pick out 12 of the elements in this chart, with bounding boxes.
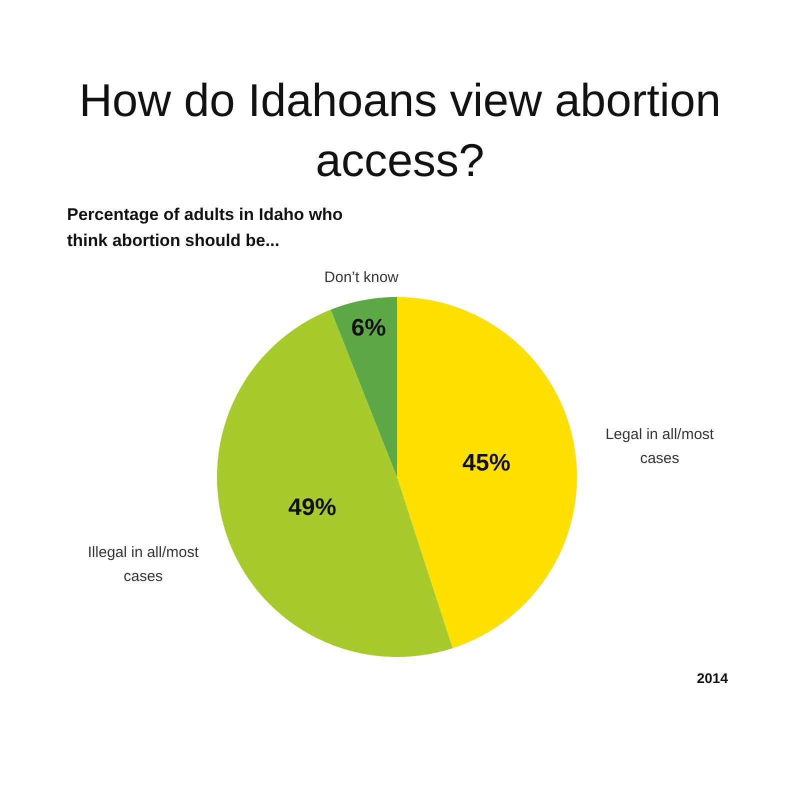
chart-title: How do Idahoans view abortion access? — [78, 73, 722, 188]
data-label: 6% — [351, 314, 386, 342]
pie-slice — [217, 310, 453, 657]
data-label: 45% — [462, 449, 510, 476]
text: 2014 — [696, 670, 728, 686]
pie-slice — [330, 297, 397, 477]
chart-subtitle: Percentage of adults in Idaho who think abortion should be... — [67, 204, 344, 252]
data-label: 49% — [288, 494, 336, 521]
slice-label: Legal in all/most cases — [604, 425, 715, 470]
slice-label: Illegal in all/most cases — [86, 543, 200, 588]
pie-slice — [397, 297, 577, 648]
slice-label: Don’t know — [324, 268, 398, 288]
